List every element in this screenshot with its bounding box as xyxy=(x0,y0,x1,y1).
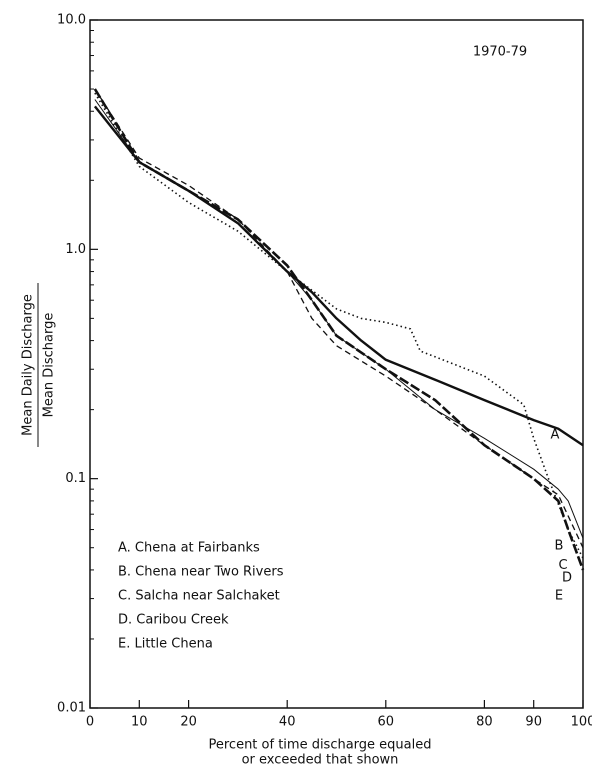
x-tick-label: 100 xyxy=(571,715,592,730)
series-line xyxy=(94,88,584,548)
y-label-top: Mean Daily Discharge xyxy=(21,294,36,436)
curve-label: A xyxy=(551,428,560,443)
x-tick-label: 10 xyxy=(131,715,148,730)
curve-label: B xyxy=(555,539,564,554)
series-line xyxy=(93,88,585,571)
x-tick-label: 60 xyxy=(378,715,395,730)
y-tick-label: 10.0 xyxy=(57,13,86,28)
series-line xyxy=(93,105,584,447)
y-tick-label: 0.01 xyxy=(57,701,86,716)
legend-entry: C. Salcha near Salchaket xyxy=(118,589,280,604)
x-label: Percent of time discharge equaled xyxy=(208,738,431,753)
y-label: Mean Daily Discharge Mean Discharge xyxy=(21,283,57,447)
curve-label: E xyxy=(555,588,563,603)
x-tick-label: 90 xyxy=(525,715,542,730)
curve-label: C xyxy=(558,558,567,573)
plot-frame xyxy=(89,19,584,709)
x-label: or exceeded that shown xyxy=(242,753,399,768)
legend-entry: D. Caribou Creek xyxy=(118,613,229,628)
x-tick-label: 80 xyxy=(476,715,493,730)
x-tick-label: 40 xyxy=(279,715,296,730)
legend-entry: A. Chena at Fairbanks xyxy=(118,541,260,556)
x-tick-label: 0 xyxy=(86,715,94,730)
legend-entry: E. Little Chena xyxy=(118,637,213,652)
y-tick-label: 1.0 xyxy=(65,242,86,257)
curve-label: D xyxy=(562,571,572,586)
x-tick-label: 20 xyxy=(180,715,197,730)
legend-entry: B. Chena near Two Rivers xyxy=(118,565,284,580)
series-line xyxy=(94,99,584,539)
period-annotation: 1970-79 xyxy=(473,45,527,60)
y-tick-label: 0.1 xyxy=(65,471,86,486)
series-line xyxy=(94,92,584,559)
y-label-bottom: Mean Discharge xyxy=(42,313,57,418)
